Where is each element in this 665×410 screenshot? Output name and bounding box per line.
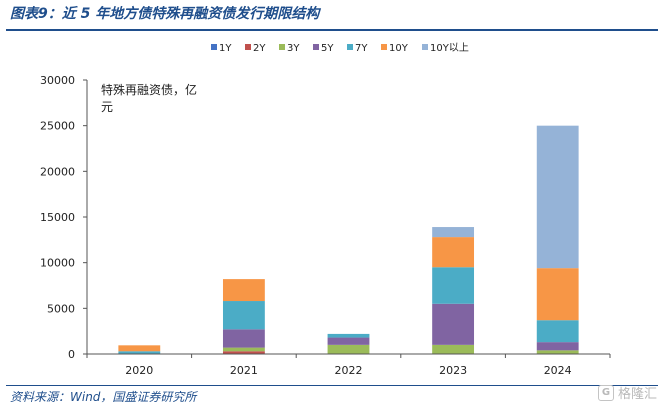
- y-tick-label: 15000: [40, 211, 75, 224]
- bar-segment-2021-2Y: [222, 351, 265, 354]
- y-tick-label: 20000: [40, 165, 75, 178]
- watermark: G 格隆汇: [597, 383, 657, 402]
- bar-segment-2024-7Y: [536, 320, 579, 343]
- y-axis-label-line: 元: [101, 100, 113, 114]
- title-rule: [6, 29, 658, 31]
- y-tick-label: 0: [68, 348, 75, 361]
- chart-legend: 1Y 2Y 3Y 5Y 7Y 10Y 10Y以上: [211, 42, 469, 54]
- y-tick-label: 30000: [40, 74, 75, 87]
- bar-segment-2023-10Y: [432, 237, 475, 268]
- bar-segment-2021-3Y: [222, 347, 265, 352]
- legend-label-10Y: 10Y: [389, 43, 409, 54]
- legend-swatch-5Y: [313, 44, 319, 50]
- bar-segment-2023-5Y: [432, 303, 475, 345]
- legend-label-3Y: 3Y: [287, 43, 300, 54]
- legend-label-1Y: 1Y: [219, 43, 232, 54]
- watermark-text: 格隆汇: [617, 387, 657, 402]
- bars: [118, 125, 579, 354]
- bar-segment-2024-3Y: [536, 350, 579, 354]
- bar-segment-2022-5Y: [327, 337, 370, 345]
- bar-segment-2024-5Y: [536, 342, 579, 351]
- bar-segment-2023-3Y: [432, 344, 475, 354]
- legend-swatch-2Y: [245, 44, 251, 50]
- legend-label-10Y以上: 10Y以上: [430, 42, 469, 54]
- bar-segment-2022-3Y: [327, 344, 370, 354]
- x-tick-label: 2022: [335, 364, 363, 377]
- legend-label-7Y: 7Y: [355, 43, 368, 54]
- legend-swatch-10Y: [381, 44, 387, 50]
- legend-swatch-7Y: [347, 44, 353, 50]
- bar-segment-2023-7Y: [432, 267, 475, 304]
- x-tick-label: 2023: [439, 364, 467, 377]
- bar-segment-2021-5Y: [222, 329, 265, 348]
- page-title: 图表9：近 5 年地方债特殊再融资债发行期限结构: [10, 6, 320, 22]
- legend-label-2Y: 2Y: [253, 43, 266, 54]
- y-tick-label: 25000: [40, 120, 75, 133]
- bar-segment-2020-7Y: [118, 351, 161, 354]
- bar-segment-2022-7Y: [327, 333, 370, 338]
- watermark-logo-icon: G: [597, 384, 614, 401]
- bar-segment-2021-7Y: [222, 301, 265, 330]
- bar-segment-2023-10Y以上: [432, 227, 475, 238]
- x-tick-label: 2021: [230, 364, 258, 377]
- x-axis: 2020 2021 2022 2023 2024: [86, 353, 611, 377]
- legend-swatch-10Y以上: [422, 44, 428, 50]
- y-axis: 0 5000 10000 15000 20000 25000 30000: [40, 74, 88, 361]
- bar-segment-2024-10Y: [536, 268, 579, 321]
- legend-label-5Y: 5Y: [321, 43, 334, 54]
- bar-segment-2024-10Y以上: [536, 125, 579, 269]
- legend-swatch-1Y: [211, 44, 217, 50]
- source-note: 资料来源：Wind，国盛证券研究所: [10, 390, 197, 404]
- y-axis-label: 特殊再融资债，亿元: [101, 82, 197, 114]
- x-tick-label: 2024: [544, 364, 572, 377]
- bar-segment-2021-10Y: [222, 279, 265, 302]
- stacked-bar-chart: 1Y 2Y 3Y 5Y 7Y 10Y 10Y以上 特殊再融资债，亿元 0 5000 10000 1…: [40, 42, 611, 377]
- footer-rule: [6, 385, 658, 386]
- y-tick-label: 5000: [47, 302, 75, 315]
- y-tick-label: 10000: [40, 257, 75, 270]
- legend-swatch-3Y: [279, 44, 285, 50]
- bar-segment-2020-10Y: [118, 345, 161, 352]
- y-axis-label-line: 特殊再融资债，亿: [101, 82, 197, 97]
- x-tick-label: 2020: [125, 364, 153, 377]
